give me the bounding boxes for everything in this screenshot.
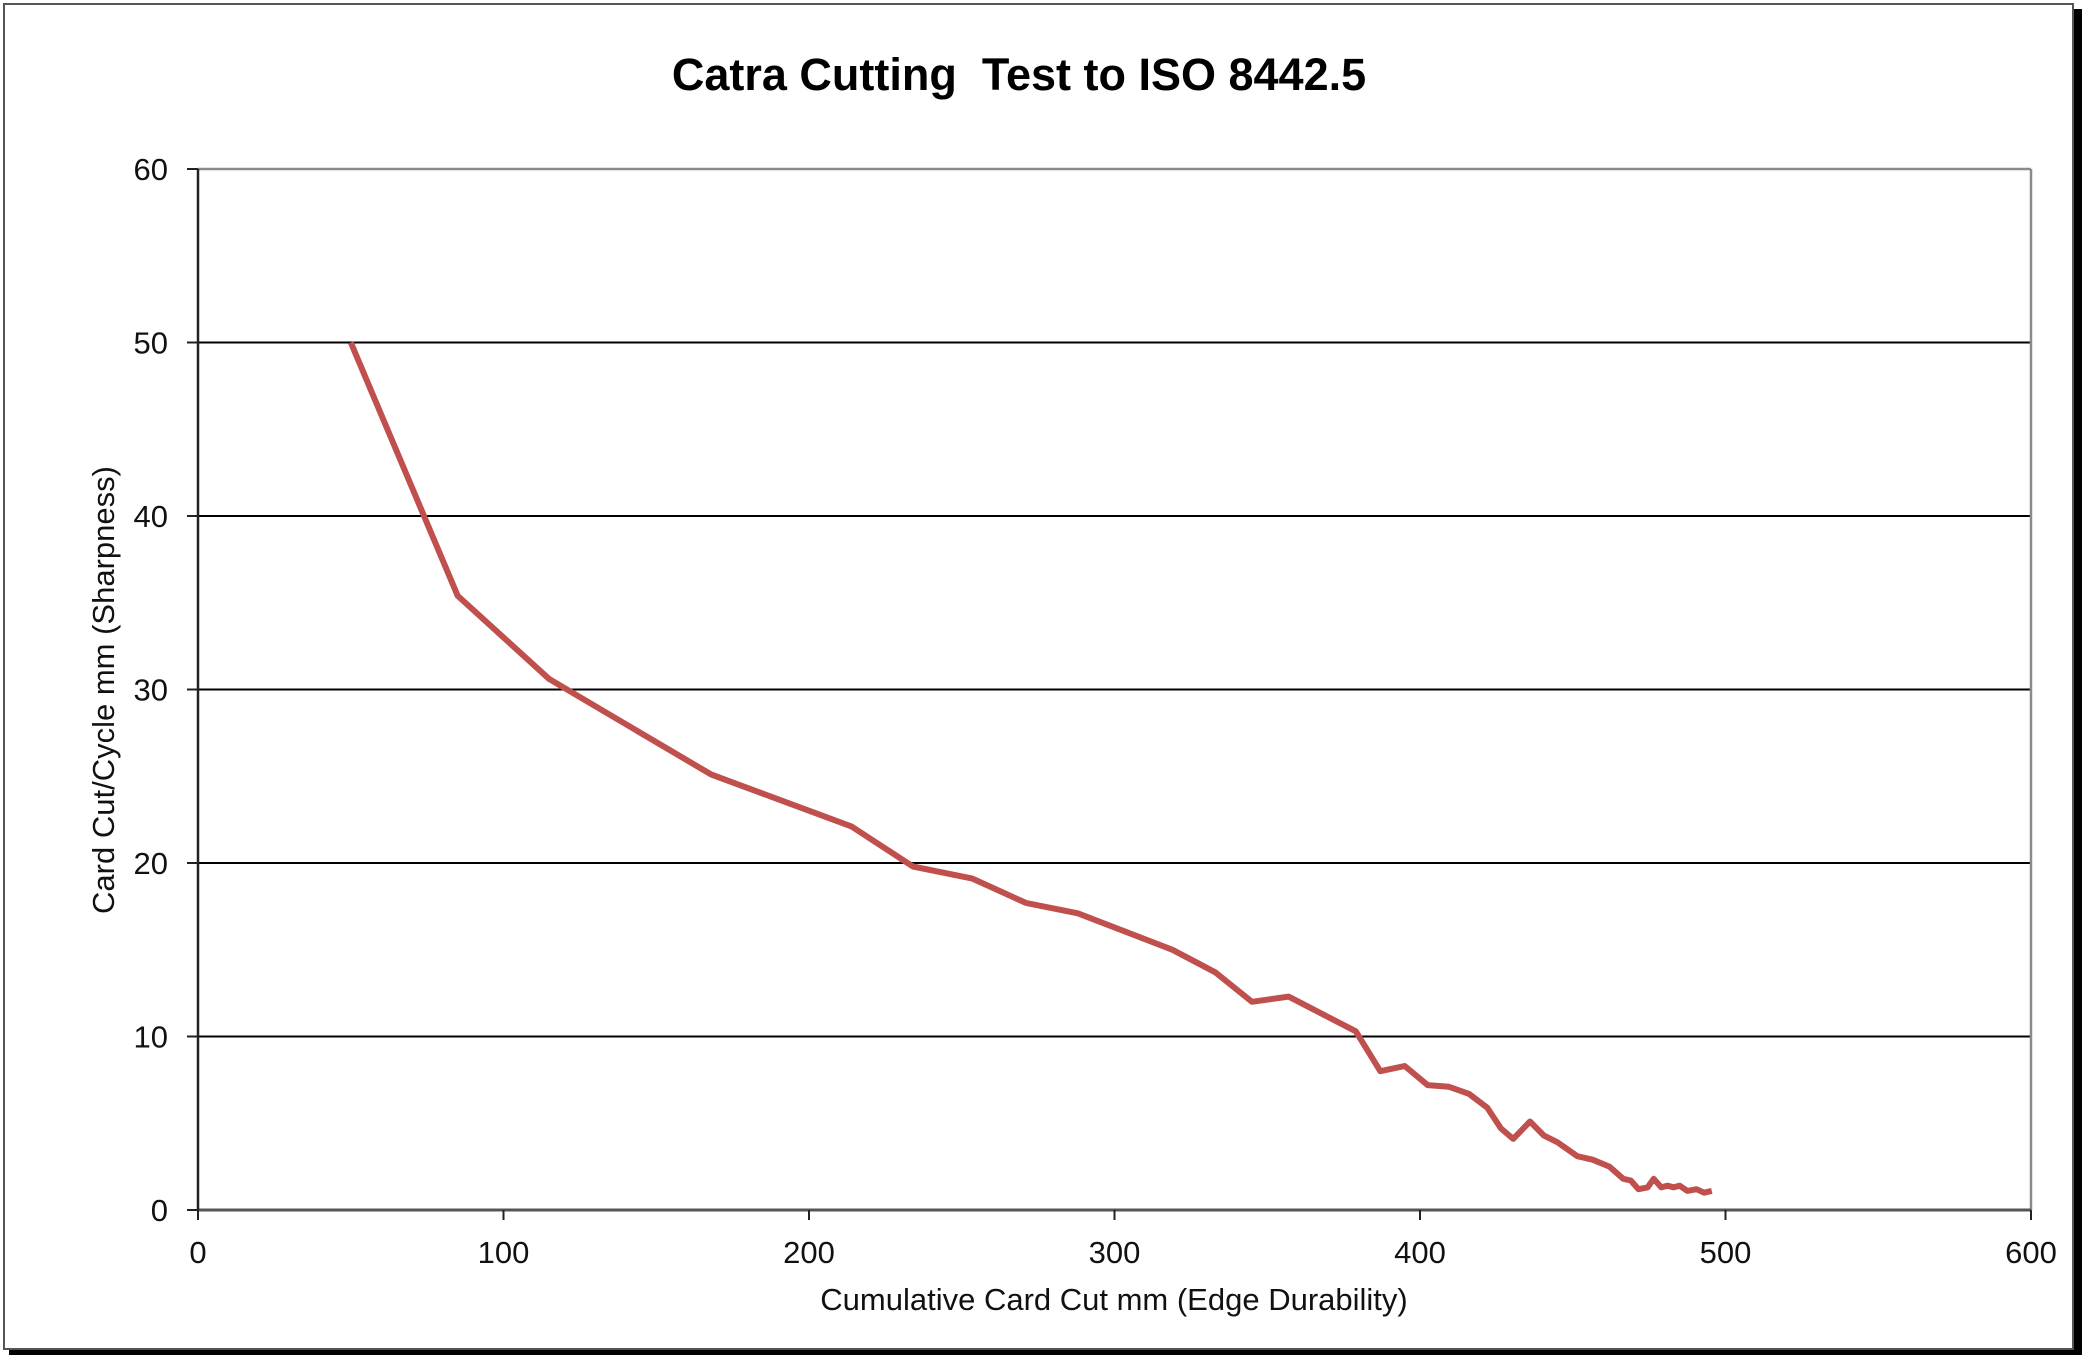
x-tick-label: 500 [1700,1235,1752,1270]
y-tick-label: 0 [151,1193,168,1228]
y-tick-label: 40 [134,499,168,534]
x-tick-label: 400 [1394,1235,1446,1270]
x-tick-label: 600 [2005,1235,2057,1270]
chart-title: Catra Cutting Test to ISO 8442.5 [672,49,1366,100]
chart-frame [3,3,2074,1350]
y-tick-label: 60 [134,152,168,187]
gridlines [198,341,2031,1038]
x-axis-label: Cumulative Card Cut mm (Edge Durability) [820,1282,1407,1317]
axes [187,167,2033,1220]
series-line-0 [348,341,1713,1196]
y-tick-label: 50 [134,326,168,361]
x-tick-label: 200 [783,1235,835,1270]
y-tick-labels: 0 10 20 30 40 50 60 [134,152,168,1228]
x-tick-label: 100 [478,1235,530,1270]
y-tick-label: 30 [134,673,168,708]
x-tick-label: 0 [189,1235,206,1270]
series-group [348,341,1713,1196]
y-tick-label: 20 [134,846,168,881]
y-tick-label: 10 [134,1020,168,1055]
y-axis-label: Card Cut/Cycle mm (Sharpness) [86,466,121,914]
x-tick-label: 300 [1089,1235,1141,1270]
x-tick-labels: 0 100 200 300 400 500 600 [189,1235,2056,1270]
